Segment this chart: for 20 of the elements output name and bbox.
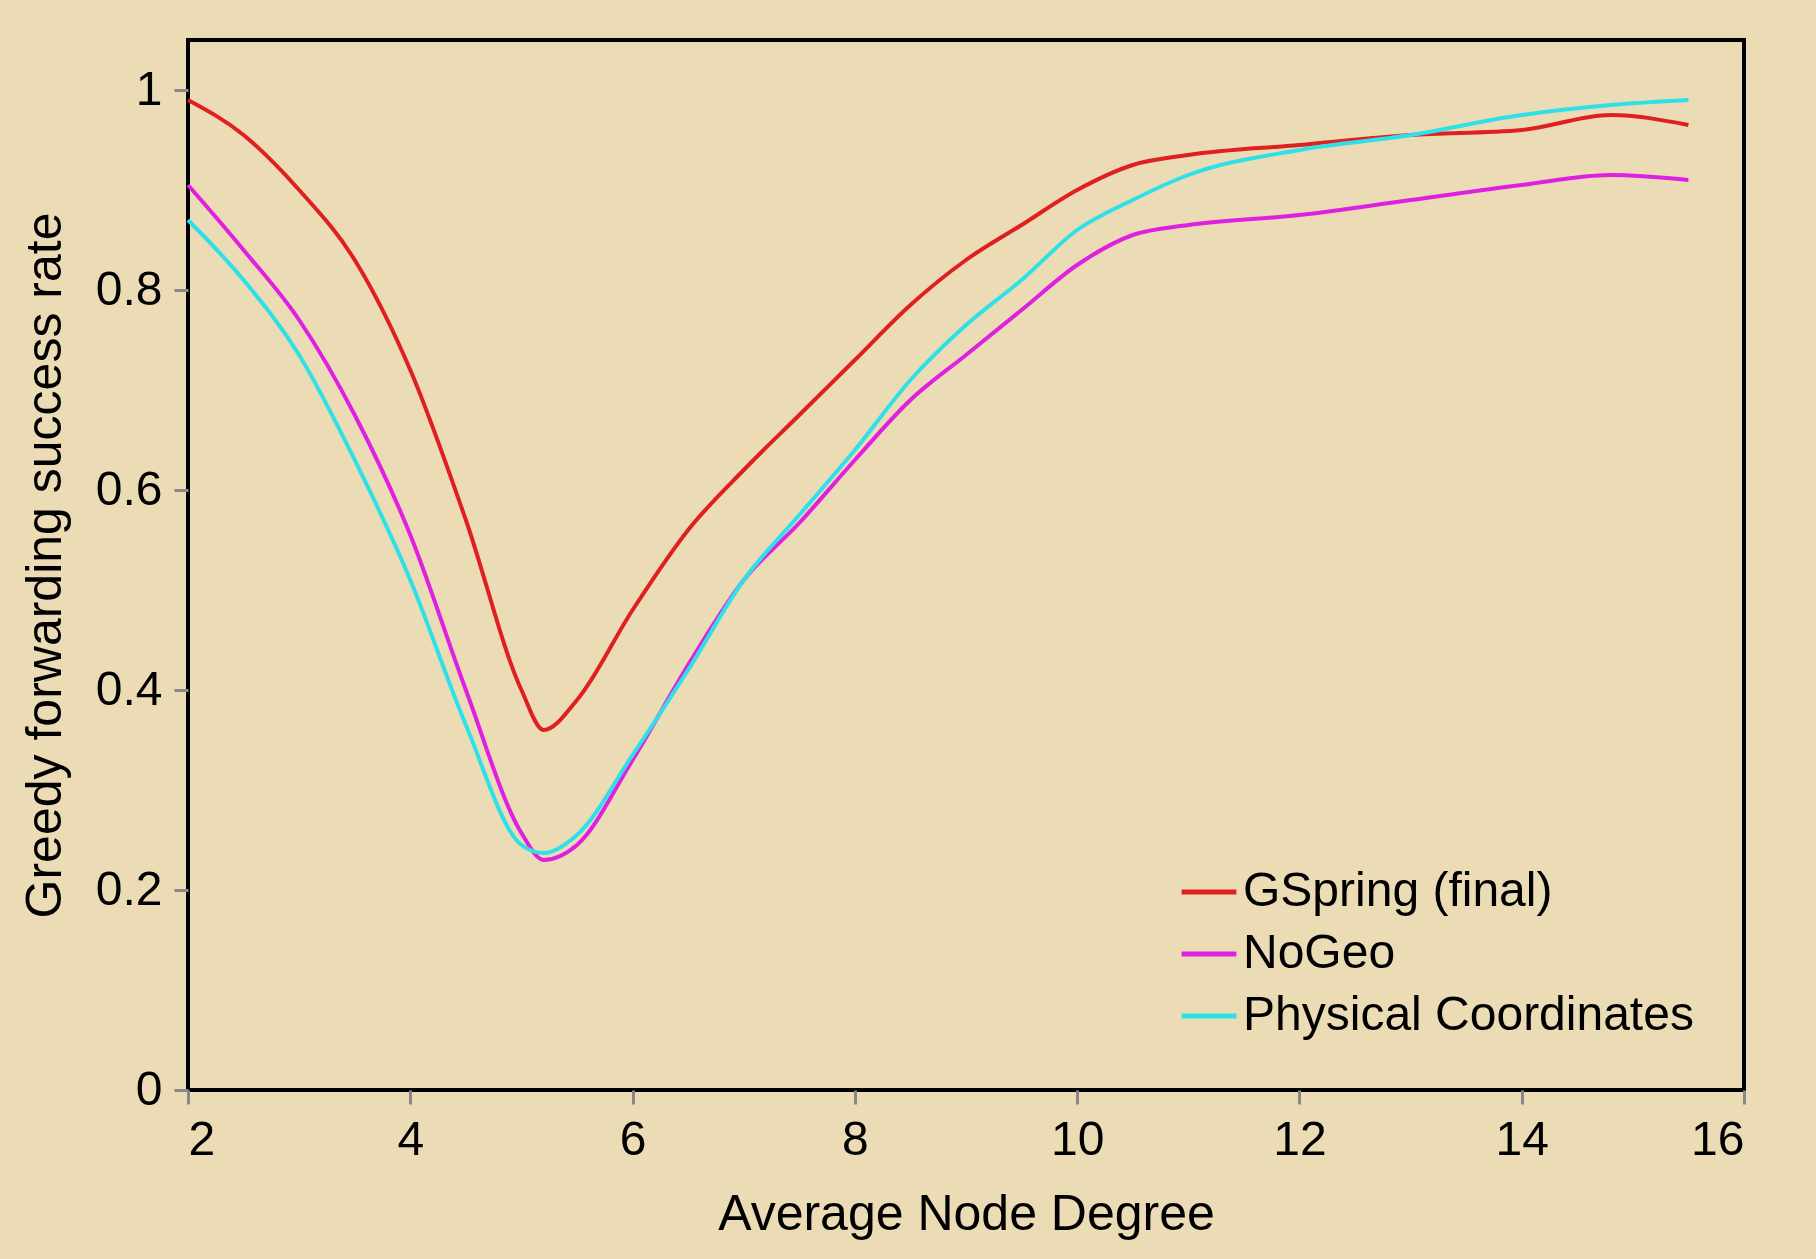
x-tick-label: 4 (397, 1111, 425, 1165)
y-tick-label: 0.6 (95, 461, 163, 515)
x-tick-label: 12 (1273, 1111, 1327, 1165)
y-tick-label: 0.8 (95, 261, 163, 315)
x-axis-title: Average Node Degree (718, 1184, 1215, 1241)
y-tick-label: 1 (135, 61, 163, 115)
x-tick-label: 16 (1691, 1111, 1745, 1165)
x-tick-label: 10 (1050, 1111, 1105, 1165)
x-tick-label: 6 (619, 1111, 647, 1165)
x-tick-label: 8 (842, 1111, 869, 1165)
legend-label: NoGeo (1243, 925, 1396, 978)
x-tick-label: 2 (188, 1111, 216, 1165)
y-tick-label: 0.4 (95, 661, 163, 715)
y-tick-label: 0.2 (95, 861, 163, 915)
y-axis-title: Greedy forwarding success rate (15, 212, 72, 919)
y-tick-label: 0 (135, 1061, 163, 1115)
x-tick-label: 14 (1495, 1111, 1549, 1165)
line-series (186, 98, 1691, 732)
legend-label: GSpring (final) (1243, 863, 1553, 916)
legend-label: Physical Coordinates (1243, 987, 1694, 1040)
